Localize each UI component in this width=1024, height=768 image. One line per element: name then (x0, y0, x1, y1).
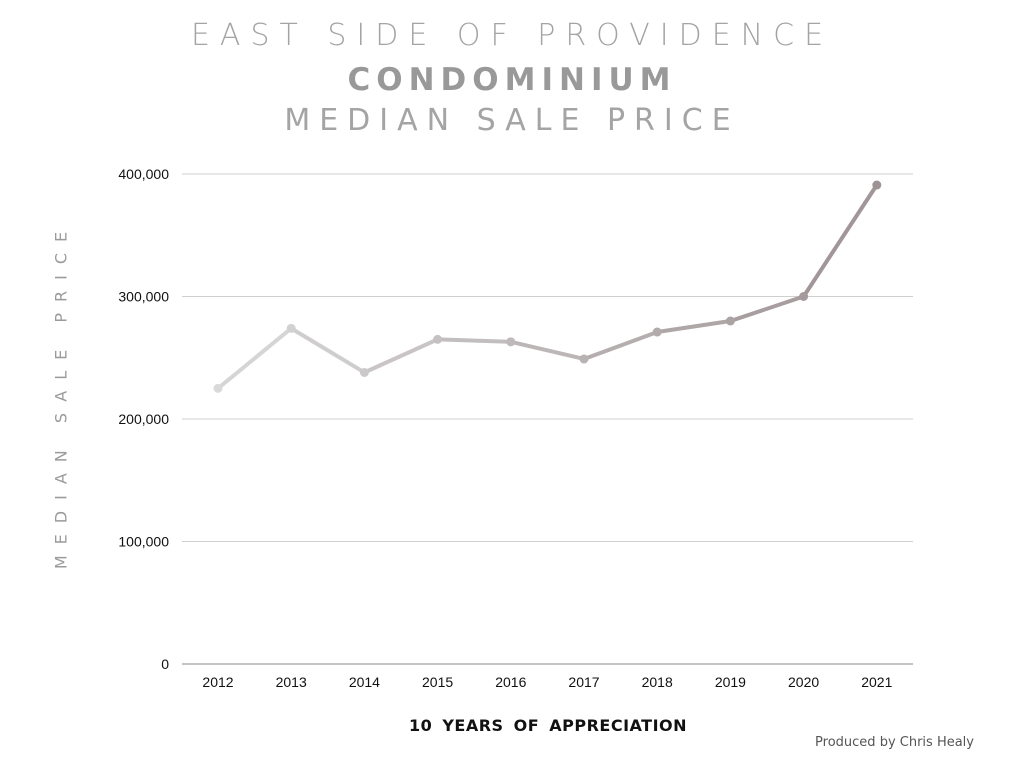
data-point (433, 334, 443, 344)
y-tick-label: 100,000 (118, 534, 169, 550)
data-point (799, 292, 809, 301)
y-tick-label: 300,000 (118, 289, 169, 305)
data-point (506, 337, 516, 347)
y-axis-label: MEDIAN SALE PRICE (51, 220, 71, 570)
x-tick-label: 2015 (422, 674, 453, 690)
series-line-segment (362, 337, 440, 375)
data-point (652, 327, 662, 337)
series-line-segment (582, 330, 660, 361)
y-tick-label: 400,000 (118, 166, 169, 182)
series-line-segment (216, 326, 294, 391)
chart-title-line-3: MEDIAN SALE PRICE (284, 103, 740, 138)
x-tick-label: 2020 (788, 674, 819, 690)
x-axis-label: 10 YEARS OF APPRECIATION (408, 716, 688, 735)
data-point (286, 323, 296, 333)
series-line-segment (728, 294, 806, 323)
x-tick-label: 2019 (715, 674, 746, 690)
data-point (725, 316, 735, 326)
x-tick-label: 2021 (861, 674, 892, 690)
data-point (213, 383, 223, 393)
chart-title-line-2: CONDOMINIUM (347, 62, 677, 98)
series-line-segment (801, 183, 879, 299)
series-line-segment (435, 337, 513, 344)
x-tick-label: 2014 (349, 674, 380, 690)
x-tick-label: 2018 (642, 674, 673, 690)
series-line-segment (289, 326, 367, 375)
credit-text: Produced by Chris Healy (815, 735, 974, 750)
series-line-segment (655, 319, 733, 335)
chart-title-line-1: EAST SIDE OF PROVIDENCE (190, 18, 834, 53)
x-tick-label: 2012 (202, 674, 233, 690)
x-tick-label: 2016 (495, 674, 526, 690)
x-tick-label: 2013 (276, 674, 307, 690)
y-tick-label: 0 (161, 656, 169, 672)
y-tick-label: 200,000 (118, 411, 169, 427)
data-point (359, 367, 369, 377)
data-point (579, 354, 589, 364)
series-line-segment (508, 339, 586, 361)
x-tick-label: 2017 (568, 674, 599, 690)
data-point (872, 180, 882, 190)
